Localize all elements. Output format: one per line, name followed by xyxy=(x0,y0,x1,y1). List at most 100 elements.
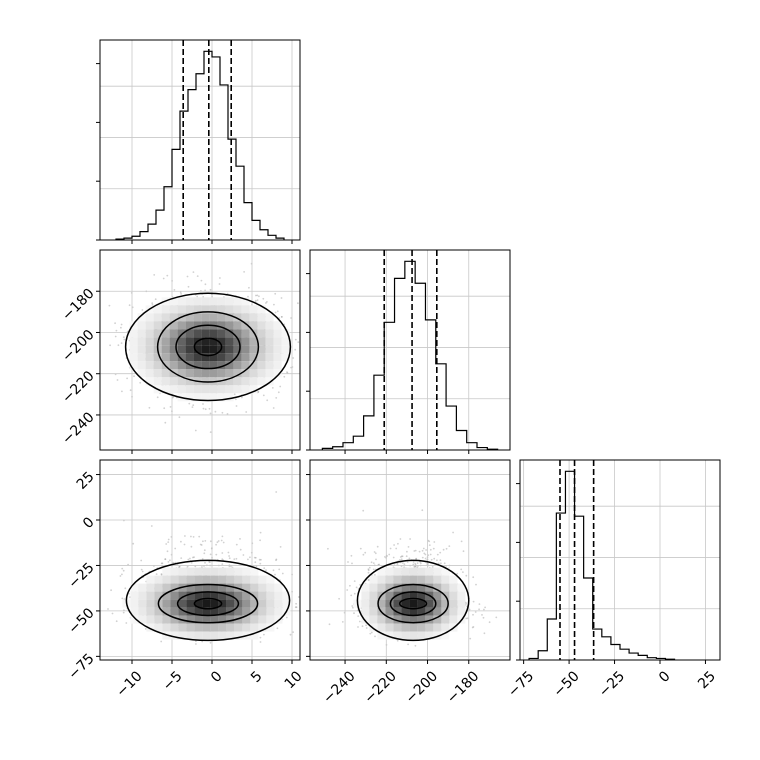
density-cell xyxy=(441,599,450,608)
density-cell xyxy=(217,297,226,306)
scatter-point xyxy=(201,566,203,568)
density-cell xyxy=(401,631,410,640)
density-cell xyxy=(257,305,266,314)
density-cell xyxy=(249,321,258,330)
scatter-point xyxy=(421,549,424,552)
scatter-point xyxy=(239,538,241,540)
histogram-step-param-1 xyxy=(321,260,499,450)
density-cell xyxy=(241,369,250,378)
density-cell xyxy=(225,297,234,306)
density-cell xyxy=(146,583,155,592)
scatter-point xyxy=(462,571,464,573)
scatter-point xyxy=(235,405,238,407)
scatter-point xyxy=(368,566,371,569)
scatter-point xyxy=(187,285,190,288)
density-cell xyxy=(401,607,410,616)
scatter-point xyxy=(350,554,353,557)
density-cell xyxy=(385,567,394,576)
scatter-point xyxy=(448,545,451,547)
scatter-point xyxy=(194,565,197,568)
density-cell xyxy=(274,607,283,616)
scatter-point xyxy=(362,509,365,512)
scatter-point xyxy=(478,608,480,611)
scatter-point xyxy=(209,431,212,433)
density-cell xyxy=(202,567,211,576)
density-cell xyxy=(265,329,274,338)
scatter-point xyxy=(419,562,422,565)
density-cell xyxy=(154,615,163,624)
scatter-point xyxy=(259,562,262,565)
density-cell xyxy=(242,607,251,616)
density-cell xyxy=(409,607,418,616)
density-cell xyxy=(193,305,202,314)
density-cell xyxy=(217,353,226,362)
density-cell xyxy=(210,615,219,624)
density-cell xyxy=(161,321,170,330)
scatter-point xyxy=(139,381,142,384)
density-cell xyxy=(274,583,283,592)
scatter-point xyxy=(125,622,128,624)
density-cell xyxy=(233,385,242,394)
scatter-point xyxy=(266,301,268,303)
density-cell xyxy=(130,591,139,600)
scatter-point xyxy=(204,408,207,411)
density-cell xyxy=(154,607,163,616)
scatter-point xyxy=(202,403,204,405)
density-cell xyxy=(217,337,226,346)
density-cell xyxy=(201,305,210,314)
scatter-point xyxy=(121,573,123,576)
density-cell xyxy=(193,393,202,402)
scatter-point xyxy=(471,626,474,629)
histogram-step-param-0 xyxy=(115,50,285,240)
scatter-point xyxy=(209,641,212,644)
density-cell xyxy=(185,353,194,362)
scatter-point xyxy=(221,411,224,414)
density-cell xyxy=(137,353,146,362)
scatter-point xyxy=(424,557,427,560)
scatter-point xyxy=(414,644,417,647)
density-cell xyxy=(162,615,171,624)
histogram-panel-1 xyxy=(309,249,511,451)
density-cell xyxy=(162,591,171,600)
density-cell xyxy=(449,615,458,624)
scatter-point xyxy=(352,606,354,609)
density-cell xyxy=(209,353,218,362)
density-cell xyxy=(185,321,194,330)
scatter-point xyxy=(108,304,111,307)
scatter-point xyxy=(180,540,182,543)
scatter-point xyxy=(191,406,194,408)
density-cell xyxy=(233,369,242,378)
density-cell xyxy=(210,623,219,632)
density-cell xyxy=(425,623,434,632)
density-contour-3 xyxy=(156,311,260,383)
density-cell xyxy=(242,623,251,632)
density-cell xyxy=(425,575,434,584)
density-cell xyxy=(185,337,194,346)
scatter-point xyxy=(400,558,403,561)
density-cell xyxy=(177,345,186,354)
density-cell xyxy=(393,575,402,584)
scatter-point xyxy=(172,561,175,564)
scatter-point xyxy=(107,608,109,610)
density-cell xyxy=(257,329,266,338)
scatter-point xyxy=(367,571,370,574)
scatter-point xyxy=(188,402,191,405)
density-cell xyxy=(409,567,418,576)
density-cell xyxy=(225,361,234,370)
scatter-point xyxy=(436,553,439,556)
scatter-point xyxy=(165,543,168,545)
scatter-point xyxy=(140,559,143,562)
density-cell xyxy=(250,583,259,592)
density-cell xyxy=(266,623,275,632)
density-cell xyxy=(129,337,138,346)
density-cell xyxy=(234,631,243,640)
density-cell xyxy=(241,353,250,362)
density-cell xyxy=(265,337,274,346)
joint-panel-0-2 xyxy=(99,459,301,661)
density-cell xyxy=(194,615,203,624)
scatter-point xyxy=(408,557,411,560)
density-cell xyxy=(194,575,203,584)
scatter-point xyxy=(154,298,157,301)
scatter-point xyxy=(399,559,401,561)
scatter-point xyxy=(247,295,249,298)
